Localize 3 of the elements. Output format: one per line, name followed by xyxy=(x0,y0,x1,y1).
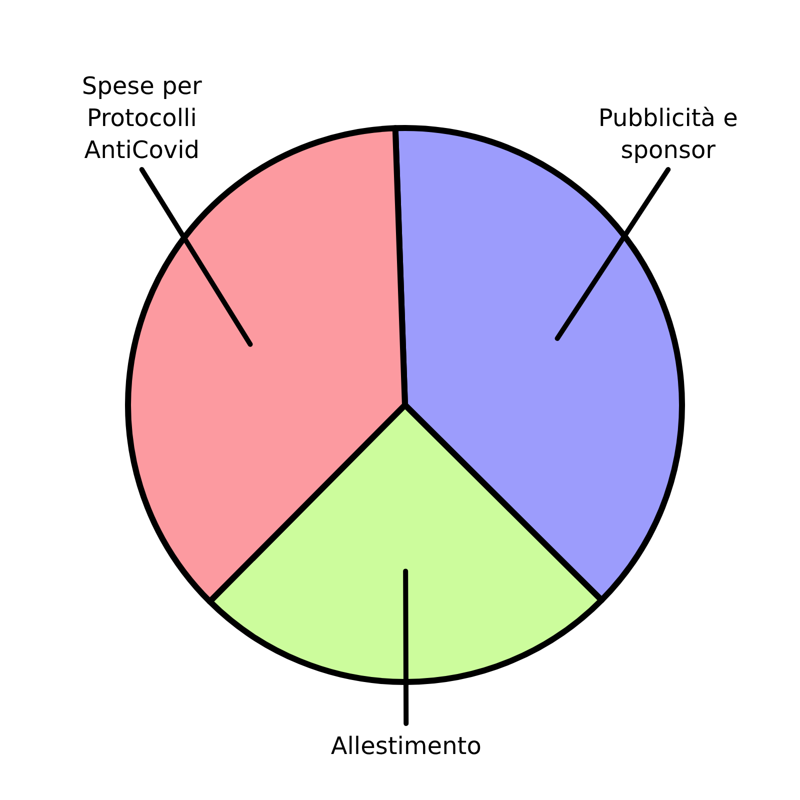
slice-label: Allestimento xyxy=(330,732,482,760)
slice-label: Pubblicità e sponsor xyxy=(598,104,738,164)
slice-label: Spese per Protocolli AntiCovid xyxy=(82,72,202,164)
